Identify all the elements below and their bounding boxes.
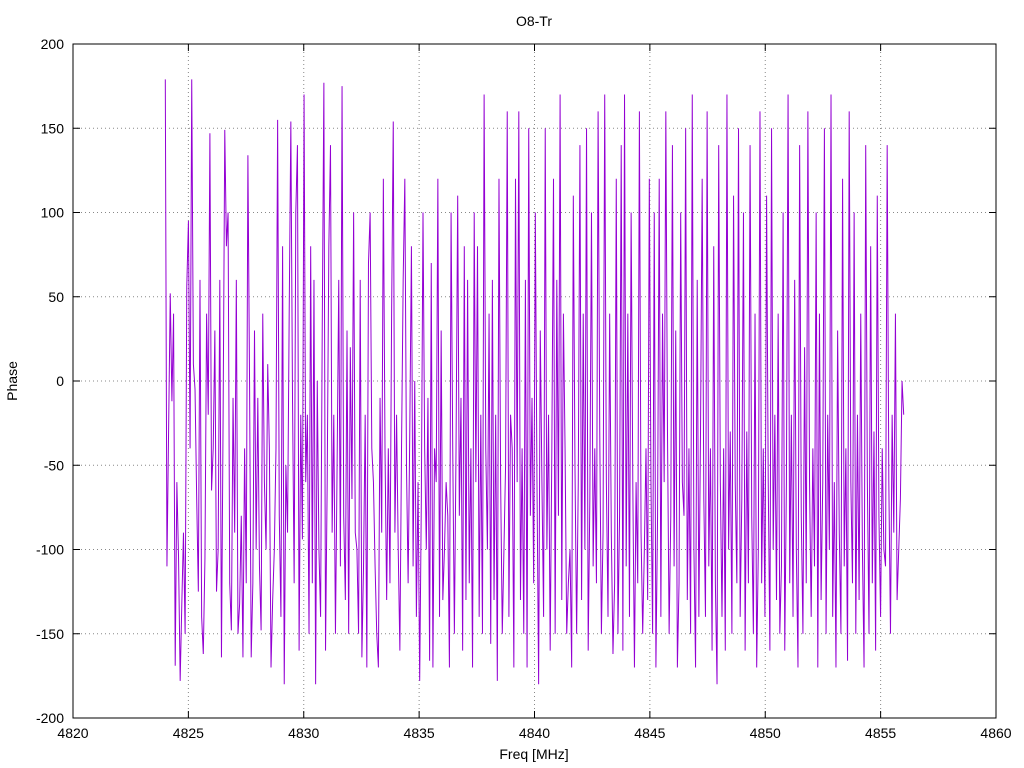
y-tick-labels: -200 -150 -100 -50 0 50 100 150 200 <box>36 36 64 726</box>
x-tick-label: 4820 <box>57 725 88 741</box>
y-tick-label: -50 <box>44 457 64 473</box>
y-tick-label: 100 <box>41 205 65 221</box>
y-tick-label: 0 <box>56 373 64 389</box>
x-axis-label: Freq [MHz] <box>499 746 568 762</box>
x-tick-label: 4825 <box>173 725 204 741</box>
x-tick-label: 4840 <box>519 725 550 741</box>
y-tick-label: -150 <box>36 626 64 642</box>
x-tick-label: 4830 <box>288 725 319 741</box>
y-tick-label: 150 <box>41 120 65 136</box>
x-tick-label: 4835 <box>404 725 435 741</box>
y-tick-label: -200 <box>36 710 64 726</box>
x-tick-label: 4855 <box>865 725 896 741</box>
y-tick-label: -100 <box>36 542 64 558</box>
x-tick-labels: 4820 4825 4830 4835 4840 4845 4850 4855 4860 <box>57 725 1011 741</box>
series-layer <box>164 79 905 685</box>
x-tick-label: 4850 <box>750 725 781 741</box>
x-tick-label: 4845 <box>634 725 665 741</box>
phase-series-line <box>164 79 905 685</box>
y-tick-label: 200 <box>41 36 65 52</box>
chart-title: O8-Tr <box>516 13 552 29</box>
y-tick-label: 50 <box>48 289 64 305</box>
tick-marks <box>72 43 997 719</box>
x-tick-label: 4860 <box>980 725 1011 741</box>
y-axis-label: Phase <box>4 361 20 401</box>
